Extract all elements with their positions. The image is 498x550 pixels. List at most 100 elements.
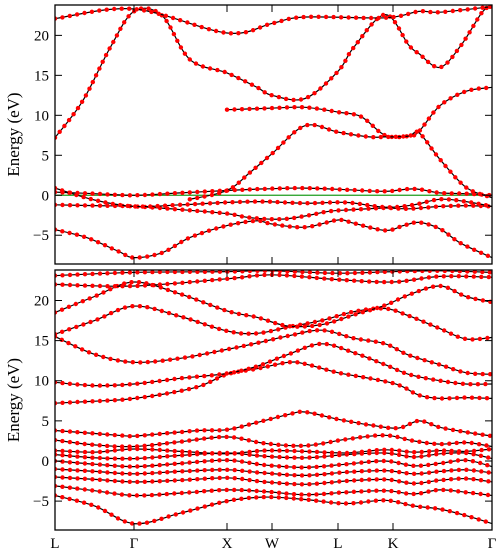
band-point [130,304,135,309]
band-line [55,494,492,525]
band-point [118,202,123,208]
band-point [206,228,212,233]
band-point [166,310,172,316]
band-point [322,328,327,333]
band-point [135,433,140,439]
band-point [346,314,351,319]
band-point [94,293,99,298]
band-point [336,110,342,115]
band-point [166,247,171,252]
band-point [473,371,478,376]
band-point [217,488,222,493]
band-point [324,341,329,347]
band-point [368,376,373,381]
band-point [150,479,155,484]
band-point [427,270,432,273]
band-point [67,327,72,332]
band-point [217,372,222,377]
band-point [353,351,358,356]
band-point [422,419,427,424]
band-point [434,478,439,483]
band-point [213,28,219,34]
band-point [135,381,140,386]
band-point [127,444,132,449]
band-point [414,418,420,424]
band-point [202,468,207,473]
band-point [172,478,177,483]
band-point [145,359,150,365]
band-point [172,270,178,275]
band-point [159,308,164,314]
band-point [401,350,406,355]
band-point [200,201,205,206]
band-point [157,470,162,475]
band-point [187,270,193,274]
band-point [253,364,259,369]
band-point [229,310,234,315]
band-point [317,341,322,347]
band-point [419,187,425,192]
band-point [269,494,274,500]
band-point [307,275,312,280]
band-point [350,200,355,206]
band-point [105,203,110,208]
band-point [470,459,476,464]
band-point [389,279,394,285]
band-point [431,197,437,203]
band-point [464,191,469,196]
band-point [386,425,391,430]
band-point [314,211,319,216]
band-point [366,499,371,504]
band-point [239,214,245,219]
band-point [101,290,106,295]
band-point [486,274,491,280]
band-point [217,191,222,196]
band-line [55,448,492,455]
band-point [337,187,342,192]
band-point [424,440,429,446]
band-point [240,468,245,473]
band-point [469,515,474,520]
band-point [372,433,378,438]
band-point [111,39,116,45]
band-point [275,145,281,151]
band-point [414,129,419,134]
band-point [97,66,102,71]
band-point [210,210,215,215]
band-point [486,447,492,452]
band-point [88,196,94,202]
band-point [200,64,206,69]
band-point [232,487,237,493]
band-point [145,254,150,259]
band-point [231,330,236,335]
band-point [351,45,356,51]
band-point [467,30,472,35]
band-point [179,388,184,393]
band-point [107,46,112,51]
x-tick-label: Γ [488,536,497,550]
band-point [202,189,207,194]
band-point [60,400,65,405]
band-point [108,356,113,362]
band-point [423,286,429,291]
band-point [120,192,125,198]
band-point [329,277,334,282]
band-point [337,277,342,282]
band-point [390,188,395,194]
band-point [485,463,490,468]
band-point [464,449,469,454]
band-point [168,25,173,30]
band-point [382,447,387,452]
band-point [157,191,163,197]
band-point [292,270,298,274]
band-point [75,272,80,277]
band-point [441,448,447,453]
band-point [152,252,157,258]
band-point [224,188,229,193]
band-point [298,97,304,102]
band-point [375,227,380,232]
band-point [454,198,459,203]
band-point [105,478,110,483]
band-point [486,479,491,484]
band-point [240,187,245,192]
